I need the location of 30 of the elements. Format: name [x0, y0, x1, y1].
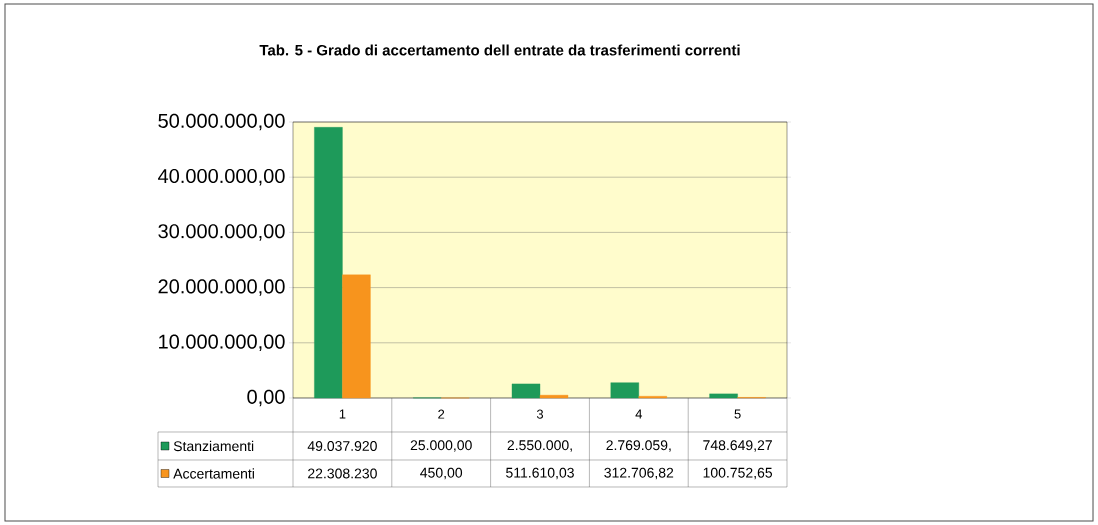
y-tick-label: 50.000.000,00	[158, 113, 285, 131]
bar	[511, 383, 541, 399]
x-tick-label: 2	[438, 409, 445, 419]
x-tick-label: 1	[339, 409, 346, 419]
data-label: 2.769.059,	[606, 440, 671, 452]
x-tick-label: 5	[734, 409, 741, 419]
y-tick-label: 40.000.000,00	[158, 168, 285, 186]
data-label: 450,00	[420, 467, 463, 480]
data-label: 748.649,27	[703, 440, 772, 452]
data-label: 100.752,65	[703, 467, 773, 480]
bar	[314, 127, 343, 399]
bar	[342, 274, 371, 399]
data-label: 2.550.000,	[507, 440, 572, 452]
data-label: 511.610,03	[506, 467, 574, 480]
legend-label: Stanziamenti	[173, 440, 254, 452]
data-label: 312.706,82	[604, 467, 674, 480]
y-tick-label: 10.000.000,00	[159, 334, 285, 352]
bar	[539, 394, 569, 399]
y-tick-label: 20.000.000,00	[158, 279, 285, 296]
bar	[709, 393, 738, 399]
y-tick-label: 30.000.000,00	[158, 224, 285, 241]
x-tick-label: 4	[635, 409, 643, 419]
data-label: 25.000,00	[410, 440, 472, 452]
x-tick-label: 3	[536, 409, 544, 419]
data-label: 49.037.920	[307, 441, 377, 451]
data-label: 22.308.230	[308, 468, 377, 479]
chart-title: Tab. 5 - Grado di accertamento dell entrate da trasferimenti correnti	[259, 44, 740, 56]
y-tick-label: 0,00	[247, 389, 285, 407]
legend-label: Accertamenti	[173, 468, 254, 479]
bar	[610, 382, 639, 399]
